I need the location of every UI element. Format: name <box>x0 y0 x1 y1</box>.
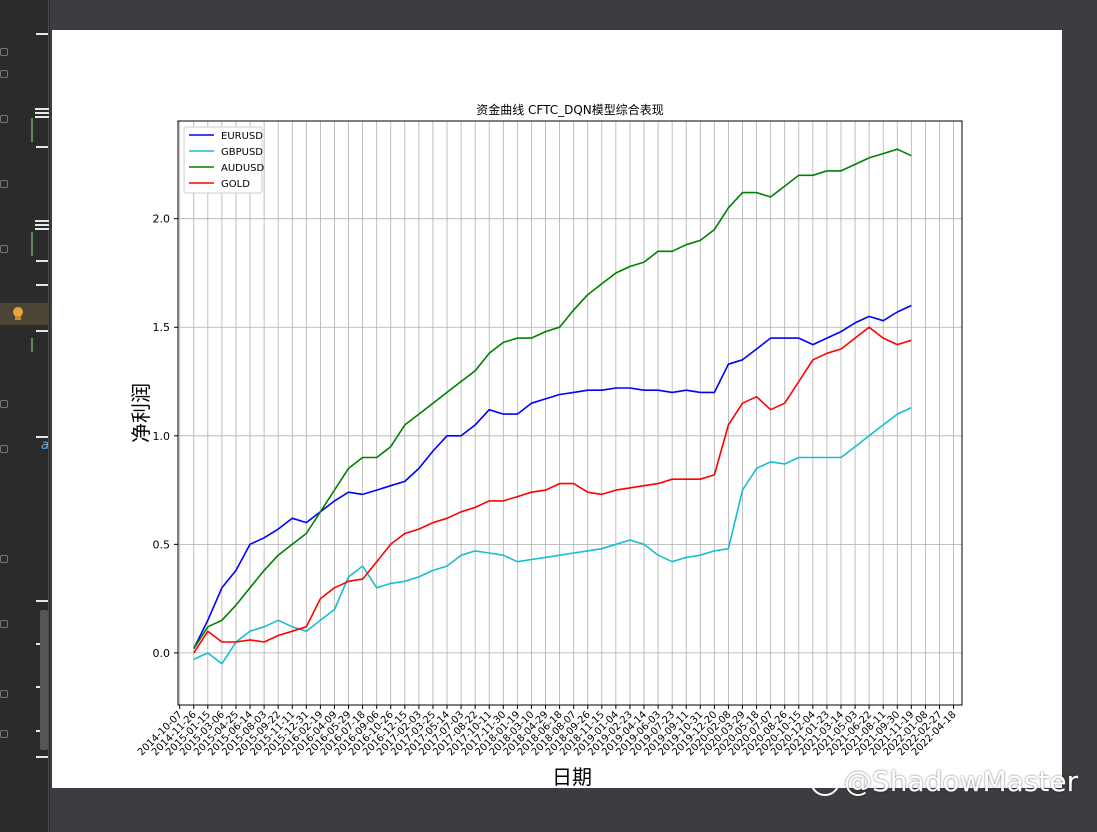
fold-icon[interactable] <box>0 400 8 408</box>
lightbulb-base <box>15 316 21 320</box>
legend: EURUSD GBPUSD AUDUSD GOLD <box>183 126 265 194</box>
fold-icon[interactable] <box>0 730 8 738</box>
fold-icon[interactable] <box>0 620 8 628</box>
fold-icon[interactable] <box>0 555 8 563</box>
axes-frame <box>177 120 963 706</box>
grid <box>178 121 962 705</box>
gutter-italic-letter: a <box>41 438 49 453</box>
gutter-marker <box>36 33 48 35</box>
menu-icon[interactable] <box>35 108 49 118</box>
x-axis-ticks: 2014-10-072014-11-262015-01-152015-03-06… <box>136 705 959 758</box>
series-line-audusd <box>193 148 912 650</box>
fold-icon[interactable] <box>0 245 8 253</box>
gutter-marker <box>36 600 48 602</box>
gutter-marker <box>36 146 48 148</box>
series-line-gold <box>193 326 912 654</box>
legend-box <box>183 126 263 194</box>
y-tick-label: 2.0 <box>153 213 171 226</box>
y-tick-label: 0.0 <box>153 647 171 660</box>
y-tick-label: 1.0 <box>153 430 171 443</box>
gutter-marker <box>36 330 48 332</box>
figure-canvas: 资金曲线 CFTC_DQN模型综合表现 0.0 0.5 1.0 1.5 2.0 2014… <box>52 30 1062 788</box>
series-line-eurusd <box>193 304 912 649</box>
current-line-highlight <box>0 303 49 325</box>
legend-entry: GOLD <box>221 179 250 190</box>
watermark: @ShadowMaster <box>810 765 1078 798</box>
fold-icon[interactable] <box>0 445 8 453</box>
watermark-logo-icon <box>810 766 840 796</box>
lightbulb-icon[interactable] <box>13 307 23 317</box>
legend-entry: EURUSD <box>221 131 263 142</box>
fold-icon[interactable] <box>0 48 8 56</box>
scrollbar-thumb[interactable] <box>40 610 48 750</box>
fold-icon[interactable] <box>0 690 8 698</box>
x-axis-label: 日期 <box>552 765 592 788</box>
gutter-divider <box>48 0 49 832</box>
legend-entry: AUDUSD <box>221 163 265 174</box>
fold-icon[interactable] <box>0 70 8 78</box>
y-tick-label: 0.5 <box>153 538 171 551</box>
y-axis-label: 净利润 <box>129 383 153 443</box>
chart-title: 资金曲线 CFTC_DQN模型综合表现 <box>476 102 664 117</box>
gutter-marker <box>36 284 48 286</box>
change-marker <box>31 118 33 142</box>
gutter-marker <box>36 756 48 758</box>
fold-icon[interactable] <box>0 180 8 188</box>
change-marker <box>31 232 33 256</box>
y-axis-ticks: 0.0 0.5 1.0 1.5 2.0 <box>153 213 178 660</box>
series-lines <box>193 148 912 665</box>
change-marker <box>31 338 33 352</box>
menu-icon[interactable] <box>35 220 49 230</box>
gutter-marker <box>36 436 48 438</box>
gutter-marker <box>36 260 48 262</box>
watermark-text: @ShadowMaster <box>844 765 1079 798</box>
y-tick-label: 1.5 <box>153 321 171 334</box>
editor-gutter: a <box>0 0 50 832</box>
fold-icon[interactable] <box>0 115 8 123</box>
legend-entry: GBPUSD <box>221 147 263 158</box>
chart: 资金曲线 CFTC_DQN模型综合表现 0.0 0.5 1.0 1.5 2.0 2014… <box>129 102 963 788</box>
series-line-gbpusd <box>193 406 912 665</box>
